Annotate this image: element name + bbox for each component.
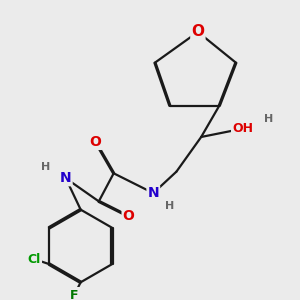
Text: Cl: Cl xyxy=(28,253,41,266)
Text: H: H xyxy=(264,114,274,124)
Text: H: H xyxy=(165,201,174,211)
Text: H: H xyxy=(41,162,51,172)
Text: OH: OH xyxy=(232,122,253,135)
Text: N: N xyxy=(60,171,72,185)
Text: F: F xyxy=(70,289,78,300)
Text: N: N xyxy=(148,186,159,200)
Text: O: O xyxy=(90,135,101,149)
Text: O: O xyxy=(123,209,134,223)
Text: O: O xyxy=(191,25,204,40)
